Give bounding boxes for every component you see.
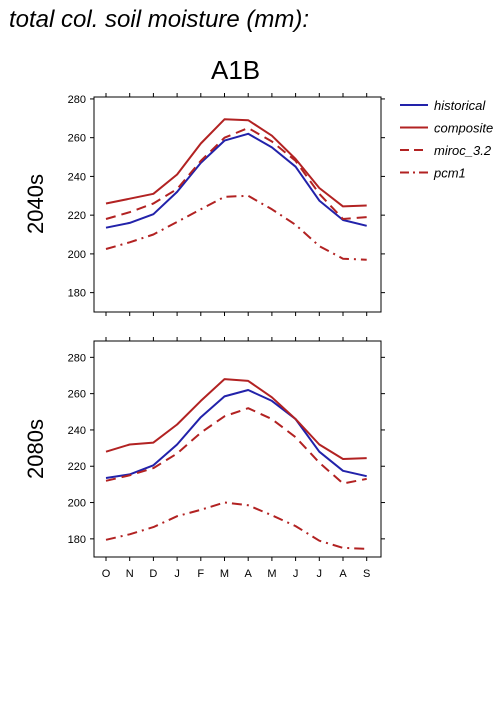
x-tick-label: J	[317, 568, 323, 580]
y-tick-label: 260	[68, 389, 86, 401]
series-line-pcm1	[105, 501, 367, 550]
series-line-composite	[105, 118, 367, 208]
y-tick-label: 200	[68, 498, 86, 510]
legend-label: miroc_3.2	[434, 143, 492, 158]
y-tick-label: 220	[68, 461, 86, 473]
scenario-title: A1B	[211, 55, 261, 85]
series-line-composite	[105, 378, 367, 460]
y-tick-label: 240	[68, 425, 86, 437]
y-tick-label: 180	[68, 534, 86, 546]
x-tick-label: O	[102, 568, 111, 580]
legend: historical composite miroc_3.2 pcm1	[400, 98, 493, 181]
y-tick-label: 280	[68, 94, 86, 106]
y-tick-label: 200	[68, 249, 86, 261]
plot-frame	[93, 340, 382, 558]
panel-label: 2040s	[23, 174, 48, 234]
legend-label: pcm1	[433, 166, 466, 181]
panel-2080s: 180 200 220 240 260 280 O N D J F M A M J J A S 2080s	[23, 337, 385, 580]
plot-frame	[93, 96, 382, 313]
x-tick-label: A	[339, 568, 347, 580]
x-tick-label: A	[245, 568, 253, 580]
y-tick-label: 260	[68, 133, 86, 145]
y-tick-label: 240	[68, 171, 86, 183]
figure-title: total col. soil moisture (mm):	[9, 6, 310, 33]
panel-label: 2080s	[23, 419, 48, 479]
x-tick-label: S	[363, 568, 370, 580]
series-line-historical	[105, 132, 367, 229]
y-tick-label: 180	[68, 288, 86, 300]
series-line-miroc-3-2	[105, 407, 367, 485]
x-tick-label: N	[126, 568, 134, 580]
x-tick-label: J	[174, 568, 180, 580]
panel-2040s: 180 200 220 240 260 280 2040s	[23, 93, 385, 316]
series-line-historical	[105, 389, 367, 479]
x-tick-label: M	[220, 568, 229, 580]
x-tick-label: D	[149, 568, 157, 580]
x-tick-label: M	[267, 568, 276, 580]
legend-label: historical	[434, 98, 486, 113]
y-tick-label: 220	[68, 210, 86, 222]
series-line-miroc-3-2	[105, 127, 367, 220]
x-tick-label: F	[197, 568, 204, 580]
x-tick-label: J	[293, 568, 299, 580]
legend-label: composite	[434, 121, 493, 136]
series-line-pcm1	[105, 194, 367, 261]
y-tick-label: 280	[68, 352, 86, 364]
